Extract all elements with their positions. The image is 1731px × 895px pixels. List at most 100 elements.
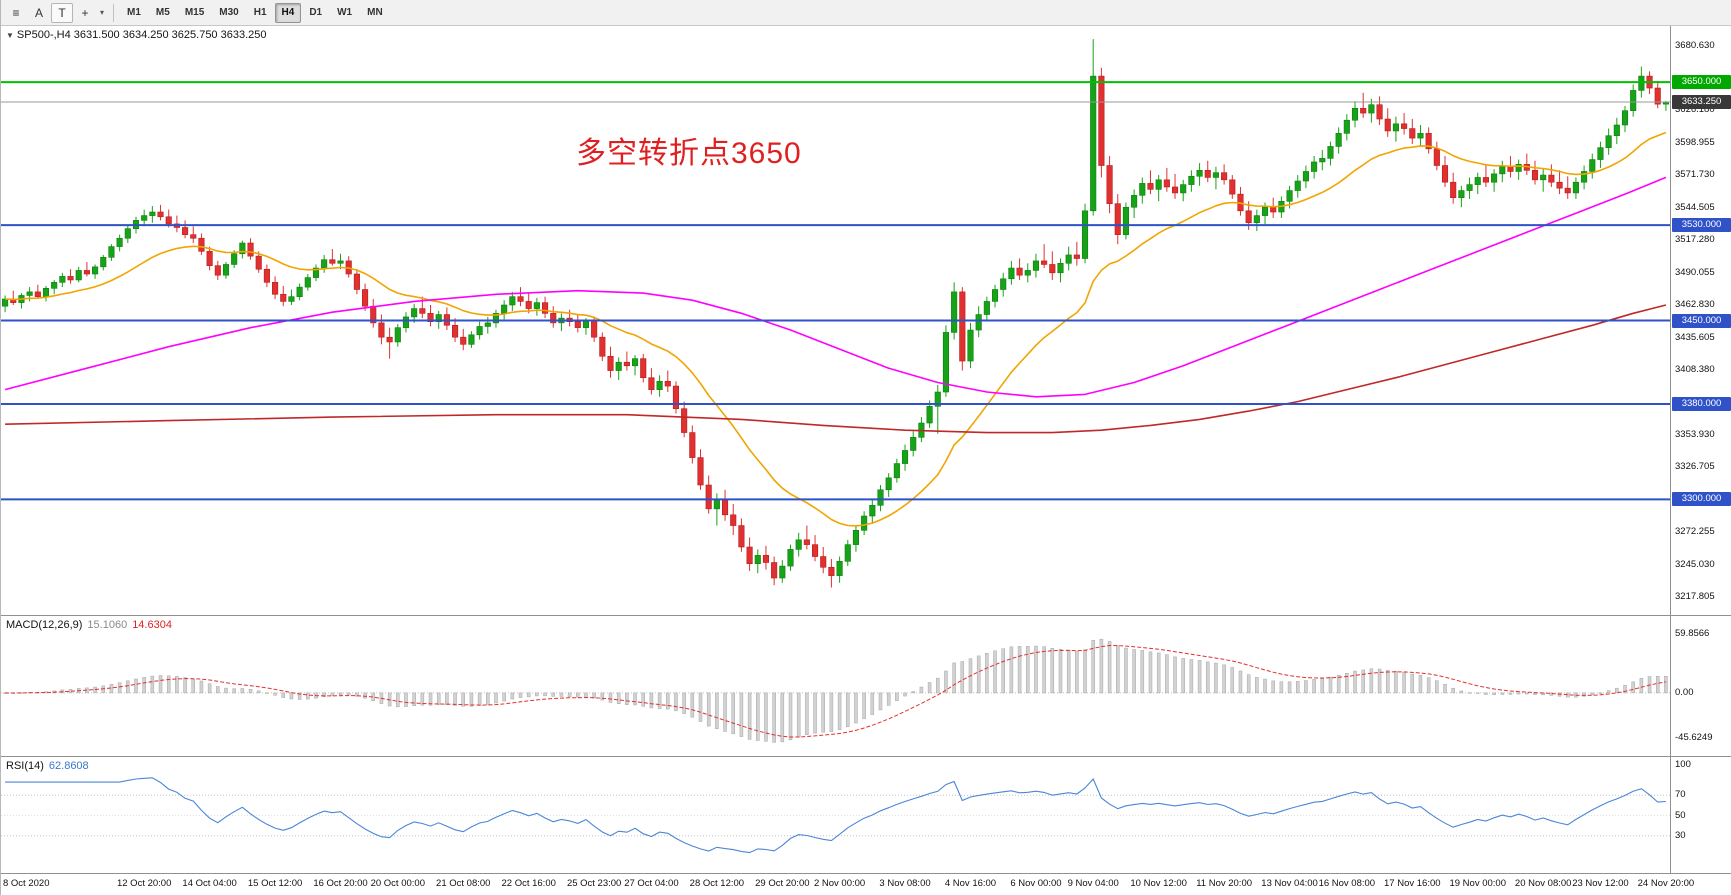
macd-histogram <box>3 638 1668 743</box>
rsi-panel[interactable]: RSI(14) 62.8608 100 70 50 30 <box>1 756 1731 873</box>
time-label: 23 Nov 12:00 <box>1572 878 1629 889</box>
macd-canvas[interactable] <box>1 616 1670 756</box>
time-label: 12 Oct 20:00 <box>116 878 172 889</box>
macd-axis-tick: 0.00 <box>1675 686 1694 698</box>
price-tick: 3517.280 <box>1675 234 1715 246</box>
macd-main-value: 15.1060 <box>87 619 128 631</box>
price-tick: 3626.180 <box>1675 104 1715 116</box>
price-tick: 3408.380 <box>1675 364 1715 376</box>
ma-slow-red <box>5 304 1667 434</box>
rsi-value: 62.8608 <box>48 760 89 772</box>
time-label: 9 Nov 04:00 <box>1067 878 1119 889</box>
macd-label: MACD(12,26,9) 15.1060 14.6304 <box>6 619 172 631</box>
rsi-axis[interactable]: 100 70 50 30 <box>1670 757 1731 873</box>
timeframe-bar: M1 M5 M15 M30 H1 H4 D1 W1 MN <box>120 2 391 23</box>
time-label: 27 Oct 04:00 <box>624 878 679 889</box>
time-label: 28 Oct 12:00 <box>689 878 745 889</box>
price-tick: 3245.030 <box>1675 558 1715 570</box>
rsi-canvas[interactable] <box>1 757 1670 873</box>
timeframe-button-h1[interactable]: H1 <box>253 7 267 18</box>
time-label: 16 Oct 20:00 <box>313 878 368 889</box>
time-label: 2 Nov 00:00 <box>813 878 866 889</box>
price-badge-3530.000: 3530.000 <box>1672 218 1731 233</box>
chart-marker-icon: ▼ <box>6 31 14 40</box>
candlesticks <box>2 39 1669 588</box>
time-label: 29 Oct 20:00 <box>755 878 810 889</box>
timeframe-button-m1[interactable]: M1 <box>127 7 141 18</box>
timeframe-button-h4[interactable]: H4 <box>274 2 302 23</box>
time-label: 11 Nov 20:00 <box>1196 878 1253 889</box>
price-tick: 3490.055 <box>1675 266 1715 278</box>
arrow-tool-button[interactable]: A <box>34 5 43 20</box>
macd-axis[interactable]: 59.8566 0.00 -45.6249 <box>1670 616 1731 756</box>
time-label: 21 Oct 08:00 <box>436 878 491 889</box>
price-tick: 3598.955 <box>1675 136 1715 148</box>
time-label: 16 Nov 08:00 <box>1318 878 1376 889</box>
timeframe-button-w1[interactable]: W1 <box>337 7 353 18</box>
chart-ohlc: 3631.500 3634.250 3625.750 3633.250 <box>73 29 267 41</box>
time-label: 15 Oct 12:00 <box>247 878 303 889</box>
price-tick: 3326.705 <box>1675 461 1715 473</box>
time-label: 20 Oct 00:00 <box>370 878 425 889</box>
time-axis[interactable]: 8 Oct 2020 12 Oct 20:00 14 Oct 04:00 15 Oct… <box>1 873 1731 895</box>
price-tick: 3353.930 <box>1675 429 1715 441</box>
ma-fast-orange <box>5 131 1667 527</box>
price-chart-panel[interactable]: ▼ SP500-,H4 3631.500 3634.250 3625.750 36… <box>1 26 1731 615</box>
timeframe-button-d1[interactable]: D1 <box>309 7 323 18</box>
price-tick: 3462.830 <box>1675 299 1715 311</box>
macd-signal-line <box>5 644 1666 738</box>
timeframe-button-m30[interactable]: M30 <box>219 7 239 18</box>
time-label: 19 Nov 00:00 <box>1449 878 1506 889</box>
price-badge-3300.000: 3300.000 <box>1672 492 1731 507</box>
rsi-label: RSI(14) 62.8608 <box>6 760 89 772</box>
time-label: 10 Nov 12:00 <box>1130 878 1187 889</box>
text-tool-button[interactable]: T <box>51 2 73 23</box>
toolbar: ≡ A T + ▾ M1 M5 M15 M30 H1 H4 D1 W1 MN <box>1 0 1731 26</box>
crosshair-tool-button[interactable]: + <box>81 5 89 20</box>
time-label: 24 Nov 20:00 <box>1637 878 1695 889</box>
chart-menu-icon[interactable]: ≡ <box>12 5 20 20</box>
price-tick: 3272.255 <box>1675 526 1715 538</box>
level-lines <box>1 81 1670 501</box>
timeframe-button-m5[interactable]: M5 <box>155 7 170 18</box>
price-tick: 3680.630 <box>1675 39 1715 51</box>
tool-dropdown-caret[interactable]: ▾ <box>99 8 104 17</box>
time-label: 3 Nov 08:00 <box>879 878 931 889</box>
macd-axis-tick: -45.6249 <box>1675 731 1713 743</box>
price-tick: 3435.605 <box>1675 331 1715 343</box>
price-badge-3633.250: 3633.250 <box>1672 95 1731 110</box>
price-axis[interactable]: 3680.630 3626.180 3598.955 3571.730 3544.505… <box>1670 26 1731 615</box>
timeframe-button-m15[interactable]: M15 <box>184 7 205 18</box>
time-label: 20 Nov 08:00 <box>1514 878 1572 889</box>
time-label: 25 Oct 23:00 <box>566 878 622 889</box>
rsi-axis-tick: 30 <box>1675 829 1686 841</box>
price-badge-3380.000: 3380.000 <box>1672 396 1731 411</box>
time-label: 14 Oct 04:00 <box>182 878 237 889</box>
timeframe-button-mn[interactable]: MN <box>367 7 383 18</box>
time-label: 4 Nov 16:00 <box>944 878 997 889</box>
rsi-line <box>5 777 1666 854</box>
time-label: 6 Nov 00:00 <box>1010 878 1062 889</box>
annotation-text: 多空转折点3650 <box>576 137 802 170</box>
macd-signal-value: 14.6304 <box>132 619 172 631</box>
toolbar-separator <box>113 3 114 22</box>
price-chart-canvas[interactable] <box>1 26 1670 615</box>
rsi-axis-tick: 100 <box>1675 759 1691 771</box>
time-label: 17 Nov 16:00 <box>1384 878 1441 889</box>
time-label: 8 Oct 2020 <box>3 878 50 889</box>
rsi-axis-tick: 50 <box>1675 809 1686 821</box>
toolbar-tools: ≡ A T + ▾ <box>5 2 107 23</box>
ma-medium-magenta <box>4 176 1667 398</box>
chart-title: ▼ SP500-,H4 3631.500 3634.250 3625.750 36… <box>6 29 267 41</box>
macd-panel[interactable]: MACD(12,26,9) 15.1060 14.6304 59.8566 0.00-… <box>1 615 1731 756</box>
rsi-axis-tick: 70 <box>1675 789 1686 801</box>
time-label: 22 Oct 16:00 <box>501 878 556 889</box>
time-label: 13 Nov 04:00 <box>1261 878 1318 889</box>
price-tick: 3571.730 <box>1675 169 1715 181</box>
price-badge-3450.000: 3450.000 <box>1672 313 1731 328</box>
macd-axis-tick: 59.8566 <box>1675 627 1710 639</box>
price-tick: 3544.505 <box>1675 201 1715 213</box>
chart-symbol-period: SP500-,H4 <box>16 29 71 41</box>
price-badge-3650.000: 3650.000 <box>1672 75 1731 90</box>
